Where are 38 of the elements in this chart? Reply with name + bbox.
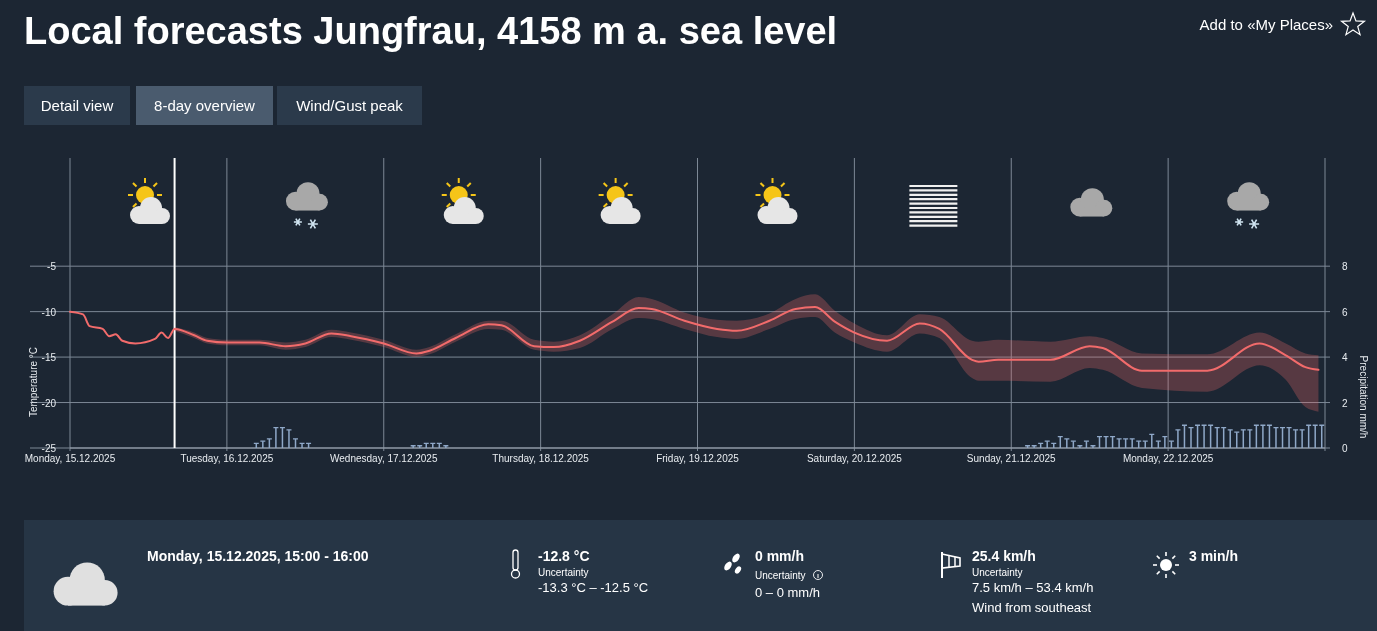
x-tick-label: Friday, 19.12.2025 [656, 453, 740, 464]
text: 25.4 km/h [972, 548, 1036, 564]
text: 7.5 km/h – 53.4 km/h [972, 580, 1094, 595]
y2-tick-label: 4 [1342, 352, 1348, 364]
text: Uncertainty [972, 567, 1023, 578]
text: Uncertainty [755, 570, 806, 581]
text: -12.8 °C [538, 548, 590, 564]
y2-tick-label: 0 [1342, 443, 1348, 454]
text: Monday, 15.12.2025, 15:00 - 16:00 [147, 548, 369, 564]
x-tick-label: Saturday, 20.12.2025 [806, 453, 903, 464]
x-tick-label: Thursday, 18.12.2025 [492, 453, 590, 464]
text: 0 mm/h [755, 548, 805, 564]
y-tick-label: -20 [41, 397, 57, 409]
text: 3 min/h [1189, 548, 1239, 564]
x-tick-label: Sunday, 21.12.2025 [966, 453, 1057, 464]
y2-tick-label: 2 [1342, 397, 1348, 409]
y-tick-label: -25 [41, 443, 57, 454]
y-tick-label: -10 [41, 306, 57, 318]
text: 8-day overview [154, 97, 256, 114]
text: -13.3 °C – -12.5 °C [538, 580, 649, 595]
text: Detail view [40, 97, 114, 114]
line-series [69, 306, 1320, 372]
x-tick-label: Wednesday, 17.12.2025 [330, 453, 438, 464]
y-tick-label: -15 [41, 352, 57, 364]
x-tick-label: Monday, 15.12.2025 [24, 453, 116, 464]
x-tick-label: Tuesday, 16.12.2025 [180, 453, 274, 464]
chart-title: Local forecasts Jungfrau, 4158 m a. sea level [24, 10, 838, 52]
y2-tick-label: 8 [1342, 261, 1348, 273]
text: 0 – 0 mm/h [755, 585, 821, 600]
y2-axis-title: Precipitation mm/h [1358, 355, 1369, 439]
x-tick-label: Monday, 22.12.2025 [1122, 453, 1214, 464]
text: Add to «My Places» [1199, 16, 1333, 33]
y-axis-title: Temperature °C [28, 346, 39, 418]
y2-tick-label: 6 [1342, 306, 1348, 318]
text: Uncertainty [538, 567, 589, 578]
text: Wind from southeast [972, 600, 1092, 615]
y-tick-label: -5 [47, 261, 57, 273]
text: Wind/Gust peak [296, 97, 404, 114]
